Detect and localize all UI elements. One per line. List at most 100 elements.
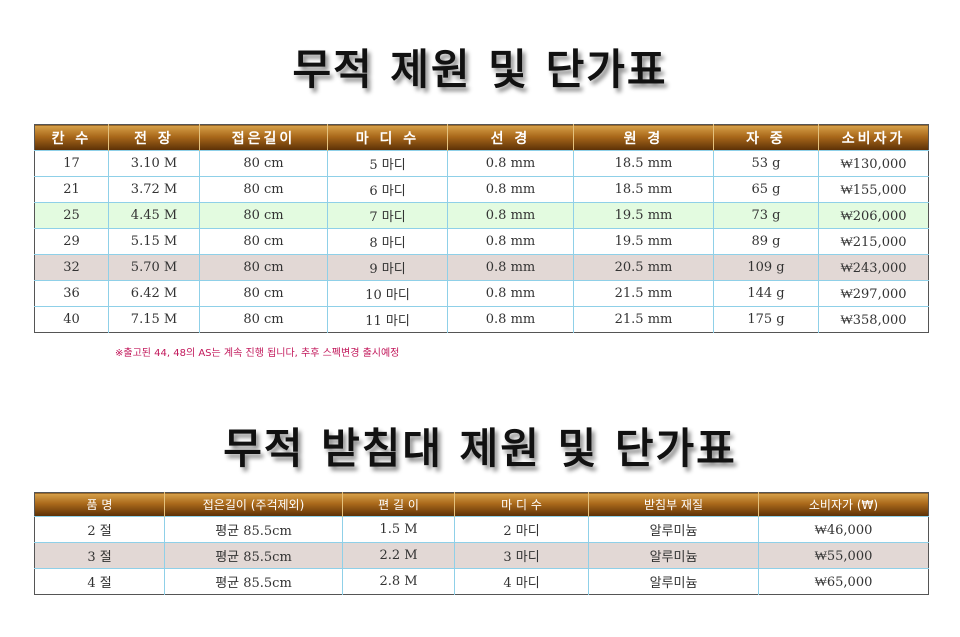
table-cell: 2.2 M	[342, 542, 455, 569]
table-cell: 알루미늄	[588, 516, 759, 543]
table-cell: 80 cm	[199, 228, 328, 255]
table-row: 17 3.10 M 80 cm 5 마디 0.8 mm 18.5 mm 53 g…	[34, 150, 929, 177]
table-row: 32 5.70 M 80 cm 9 마디 0.8 mm 20.5 mm 109 …	[34, 254, 929, 281]
table-cell: 0.8 mm	[447, 176, 574, 203]
table-cell: 알루미늄	[588, 542, 759, 569]
spec-header-cell: 마 디 수	[327, 124, 448, 151]
table-cell: ₩206,000	[818, 202, 929, 229]
spec-header-cell: 소비자가	[818, 124, 929, 151]
table-cell: 7 마디	[327, 202, 448, 229]
table-cell: 20.5 mm	[573, 254, 714, 281]
table-cell: 19.5 mm	[573, 228, 714, 255]
table-cell: 평균 85.5cm	[164, 568, 343, 595]
spec-table: 칸 수 전 장 접은길이 마 디 수 선 경 원 경 자 중 소비자가 17 3…	[34, 124, 929, 333]
table-cell: ₩215,000	[818, 228, 929, 255]
spec-header-cell: 원 경	[573, 124, 714, 151]
table-cell: 80 cm	[199, 176, 328, 203]
table-row: 36 6.42 M 80 cm 10 마디 0.8 mm 21.5 mm 144…	[34, 280, 929, 307]
stand-header-cell: 품 명	[34, 492, 165, 517]
table-cell: 65 g	[713, 176, 819, 203]
table-cell: 19.5 mm	[573, 202, 714, 229]
table-cell: 80 cm	[199, 254, 328, 281]
table-cell: 0.8 mm	[447, 150, 574, 177]
table-cell: 3.72 M	[108, 176, 200, 203]
table-cell: ₩358,000	[818, 306, 929, 333]
table-cell: 109 g	[713, 254, 819, 281]
spec-header-cell: 칸 수	[34, 124, 109, 151]
table-cell: 3 절	[34, 542, 165, 569]
table-cell: 3 마디	[454, 542, 589, 569]
table-cell: 5 마디	[327, 150, 448, 177]
table-cell: 144 g	[713, 280, 819, 307]
table-cell: 10 마디	[327, 280, 448, 307]
table-cell: ₩65,000	[758, 568, 929, 595]
table-cell: 9 마디	[327, 254, 448, 281]
table-cell: 평균 85.5cm	[164, 542, 343, 569]
table-cell: 21.5 mm	[573, 280, 714, 307]
table-cell: ₩243,000	[818, 254, 929, 281]
table-cell: 0.8 mm	[447, 254, 574, 281]
table-cell: 4 절	[34, 568, 165, 595]
table-cell: 0.8 mm	[447, 306, 574, 333]
table-cell: 2 마디	[454, 516, 589, 543]
table-cell: 73 g	[713, 202, 819, 229]
stand-header-cell: 접은길이 (주걱제외)	[164, 492, 343, 517]
table-cell: 평균 85.5cm	[164, 516, 343, 543]
table-cell: 2.8 M	[342, 568, 455, 595]
table-row: 40 7.15 M 80 cm 11 마디 0.8 mm 21.5 mm 175…	[34, 306, 929, 333]
spec-header-cell: 전 장	[108, 124, 200, 151]
table-row: 2 절 평균 85.5cm 1.5 M 2 마디 알루미늄 ₩46,000	[34, 516, 929, 543]
table-cell: 18.5 mm	[573, 150, 714, 177]
table-cell: 175 g	[713, 306, 819, 333]
table-cell: 11 마디	[327, 306, 448, 333]
stand-title: 무적 받침대 제원 및 단가표	[223, 424, 737, 473]
table-cell: ₩297,000	[818, 280, 929, 307]
table-cell: 4 마디	[454, 568, 589, 595]
stand-table: 품 명 접은길이 (주걱제외) 편 길 이 마 디 수 받침부 재질 소비자가 …	[34, 492, 929, 595]
table-cell: 80 cm	[199, 280, 328, 307]
stand-header-cell: 마 디 수	[454, 492, 589, 517]
table-cell: 알루미늄	[588, 568, 759, 595]
table-cell: ₩55,000	[758, 542, 929, 569]
spec-header-cell: 접은길이	[199, 124, 328, 151]
spec-title: 무적 제원 및 단가표	[292, 45, 668, 94]
stand-header-cell: 편 길 이	[342, 492, 455, 517]
table-cell: 0.8 mm	[447, 228, 574, 255]
table-cell: 8 마디	[327, 228, 448, 255]
table-cell: 0.8 mm	[447, 202, 574, 229]
table-cell: 80 cm	[199, 150, 328, 177]
table-row: 29 5.15 M 80 cm 8 마디 0.8 mm 19.5 mm 89 g…	[34, 228, 929, 255]
stand-header-row: 품 명 접은길이 (주걱제외) 편 길 이 마 디 수 받침부 재질 소비자가 …	[34, 492, 929, 517]
table-cell: 7.15 M	[108, 306, 200, 333]
stand-header-cell: 받침부 재질	[588, 492, 759, 517]
table-cell: 80 cm	[199, 202, 328, 229]
as-notice: ※출고된 44, 48의 AS는 계속 진행 됩니다, 추후 스펙변경 출시예정	[115, 348, 400, 359]
table-cell: 80 cm	[199, 306, 328, 333]
table-cell: 2 절	[34, 516, 165, 543]
spec-header-cell: 자 중	[713, 124, 819, 151]
table-row: 4 절 평균 85.5cm 2.8 M 4 마디 알루미늄 ₩65,000	[34, 568, 929, 595]
table-cell: 3.10 M	[108, 150, 200, 177]
table-cell: 32	[34, 254, 109, 281]
spec-header-cell: 선 경	[447, 124, 574, 151]
table-cell: ₩130,000	[818, 150, 929, 177]
table-cell: 29	[34, 228, 109, 255]
table-cell: ₩46,000	[758, 516, 929, 543]
table-cell: ₩155,000	[818, 176, 929, 203]
table-cell: 5.15 M	[108, 228, 200, 255]
table-cell: 1.5 M	[342, 516, 455, 543]
table-cell: 4.45 M	[108, 202, 200, 229]
table-cell: 18.5 mm	[573, 176, 714, 203]
spec-header-row: 칸 수 전 장 접은길이 마 디 수 선 경 원 경 자 중 소비자가	[34, 124, 929, 151]
table-cell: 17	[34, 150, 109, 177]
stand-header-cell: 소비자가 (₩)	[758, 492, 929, 517]
table-cell: 40	[34, 306, 109, 333]
table-cell: 0.8 mm	[447, 280, 574, 307]
table-cell: 36	[34, 280, 109, 307]
table-cell: 25	[34, 202, 109, 229]
table-row: 25 4.45 M 80 cm 7 마디 0.8 mm 19.5 mm 73 g…	[34, 202, 929, 229]
table-cell: 6 마디	[327, 176, 448, 203]
table-row: 3 절 평균 85.5cm 2.2 M 3 마디 알루미늄 ₩55,000	[34, 542, 929, 569]
table-cell: 89 g	[713, 228, 819, 255]
table-cell: 5.70 M	[108, 254, 200, 281]
